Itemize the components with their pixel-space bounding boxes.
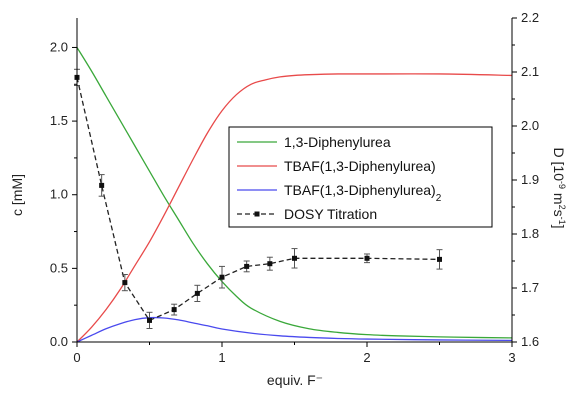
x-tick-label: 3 <box>508 350 515 365</box>
y-right-title-exp-1: -9 <box>557 181 567 189</box>
legend-marker-dosy-titration <box>254 211 260 217</box>
y-right-tick-label: 2.0 <box>521 118 539 133</box>
y-right-tick-label: 1.6 <box>521 334 539 349</box>
y-right-tick-label: 2.1 <box>521 64 539 79</box>
y-right-title-part-1: D [10 <box>551 148 567 182</box>
y-left-tick-label: 1.0 <box>50 187 68 202</box>
y-left-tick-label: 1.5 <box>50 113 68 128</box>
y-right-title-exp-3: -1 <box>557 217 567 225</box>
plot-layer <box>74 47 513 343</box>
y-left-tick-label: 0.5 <box>50 260 68 275</box>
y-left-tick-label: 0.0 <box>50 334 68 349</box>
y-right-tick-label: 1.9 <box>521 172 539 187</box>
legend-label-tbaf-1-3-diphenylurea: TBAF(1,3-Diphenylurea) <box>284 158 436 174</box>
y-left-axis-title: c [mM] <box>9 174 25 216</box>
data-point-dosy-titration <box>147 317 152 323</box>
legend-label-1-3-diphenylurea: 1,3-Diphenylurea <box>284 134 391 150</box>
legend-box <box>228 126 493 228</box>
y-right-title-part-3: s <box>551 210 567 217</box>
data-point-dosy-titration <box>292 255 297 261</box>
legend-label-subscript: 2 <box>436 193 442 204</box>
data-point-dosy-titration <box>437 256 442 262</box>
y-right-axis-title: D [10-9 m2s-1] <box>551 148 567 229</box>
series-line-tbaf-1-3-diphenylurea-2 <box>76 316 513 343</box>
series-line-dosy-titration <box>76 77 440 322</box>
data-point-dosy-titration <box>171 307 177 313</box>
legend-label-dosy-titration: DOSY Titration <box>284 206 377 222</box>
data-point-dosy-titration <box>364 255 370 261</box>
x-axis-title: equiv. F⁻ <box>267 372 323 388</box>
x-tick-label: 2 <box>363 350 370 365</box>
data-point-dosy-titration <box>122 280 128 286</box>
y-right-tick-label: 1.8 <box>521 226 539 241</box>
x-tick-label: 1 <box>218 350 225 365</box>
data-point-dosy-titration <box>194 290 200 296</box>
y-right-title-part-2: m <box>551 189 567 205</box>
x-tick-label: 0 <box>73 350 80 365</box>
data-point-dosy-titration <box>99 182 105 188</box>
data-point-dosy-titration <box>219 274 225 280</box>
y-left-tick-label: 2.0 <box>50 39 68 54</box>
data-point-dosy-titration <box>244 263 250 269</box>
y-right-tick-label: 2.2 <box>521 10 539 25</box>
axes-layer: 0 1 2 3 0.0 0.5 1.0 1.5 2.0 1.6 1.7 1.8 1.9 2.0 2.1 2.2 <box>50 10 539 365</box>
data-point-dosy-titration <box>267 261 273 267</box>
legend: 1,3-DiphenylureaTBAF(1,3-Diphenylurea)TB… <box>228 126 493 228</box>
y-right-tick-label: 1.7 <box>521 280 539 295</box>
y-right-title-part-4: ] <box>551 225 567 229</box>
y-right-title-exp-2: 2 <box>557 205 567 210</box>
